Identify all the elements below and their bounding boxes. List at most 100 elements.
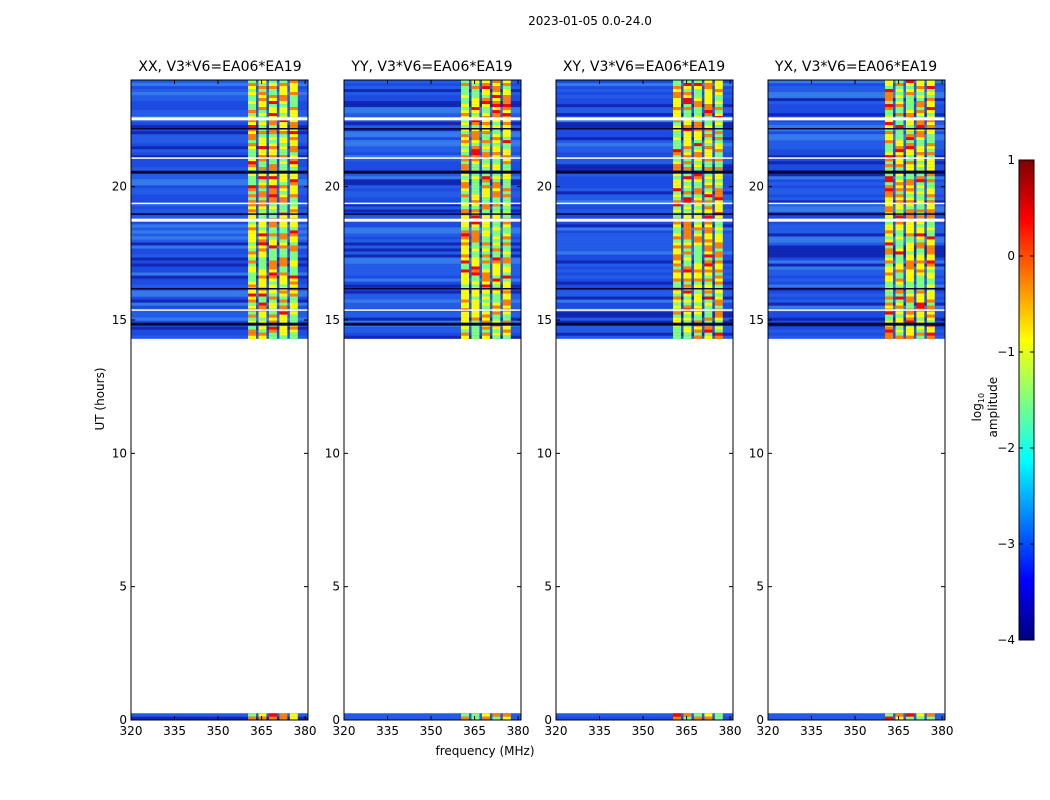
heatmap-cell bbox=[714, 194, 723, 198]
heatmap-cell bbox=[248, 314, 257, 318]
heatmap-cell bbox=[916, 176, 925, 180]
heatmap-cell bbox=[714, 161, 723, 165]
heatmap-cell bbox=[673, 92, 682, 96]
heatmap-cell bbox=[704, 107, 713, 111]
heatmap-cell bbox=[683, 296, 692, 300]
heatmap-cell bbox=[885, 113, 894, 117]
heatmap-cell bbox=[895, 83, 904, 87]
heatmap-cell bbox=[693, 203, 702, 207]
x-tick-label: 350 bbox=[420, 724, 443, 738]
heatmap-cell bbox=[916, 119, 925, 123]
heatmap-cell bbox=[885, 227, 894, 231]
heatmap-cell bbox=[714, 158, 723, 162]
heatmap-cell bbox=[289, 80, 298, 84]
heatmap-cell bbox=[905, 122, 914, 126]
x-tick-label: 380 bbox=[931, 724, 954, 738]
heatmap-cell bbox=[916, 83, 925, 87]
heatmap-cell bbox=[885, 275, 894, 279]
heatmap-row bbox=[768, 131, 945, 135]
heatmap-cell bbox=[248, 119, 257, 123]
heatmap-cell bbox=[471, 92, 480, 96]
heatmap-cell bbox=[673, 293, 682, 297]
axes-frame bbox=[555, 79, 734, 721]
heatmap-cell bbox=[885, 128, 894, 132]
heatmap-row bbox=[344, 98, 521, 102]
heatmap-cell bbox=[471, 251, 480, 255]
heatmap-cell bbox=[714, 281, 723, 285]
heatmap-cell bbox=[916, 254, 925, 258]
heatmap-cell bbox=[885, 176, 894, 180]
heatmap-cell bbox=[895, 143, 904, 147]
heatmap-cell bbox=[461, 281, 470, 285]
heatmap-cell bbox=[248, 236, 257, 240]
heatmap-cell bbox=[279, 206, 288, 210]
heatmap-cell bbox=[905, 266, 914, 270]
heatmap-cell bbox=[693, 329, 702, 333]
heatmap-row bbox=[556, 176, 733, 180]
heatmap-row bbox=[344, 95, 521, 99]
heatmap-cell bbox=[492, 92, 501, 96]
heatmap-cell bbox=[895, 161, 904, 165]
heatmap-cell bbox=[693, 140, 702, 144]
heatmap-cell bbox=[714, 221, 723, 225]
heatmap-cell bbox=[714, 179, 723, 183]
heatmap-cell bbox=[673, 275, 682, 279]
heatmap-cell bbox=[268, 245, 277, 249]
heatmap-cell bbox=[248, 137, 257, 141]
heatmap-row bbox=[131, 197, 308, 201]
heatmap-cell bbox=[279, 320, 288, 324]
heatmap-cell bbox=[673, 320, 682, 324]
heatmap-cell bbox=[704, 275, 713, 279]
heatmap-cell bbox=[895, 254, 904, 258]
x-tick-label: 335 bbox=[588, 724, 611, 738]
heatmap-row bbox=[131, 248, 308, 252]
panel-title-xy: XY, V3*V6=EA06*EA19 bbox=[562, 59, 726, 75]
heatmap-row bbox=[768, 182, 945, 186]
heatmap-cell bbox=[279, 251, 288, 255]
heatmap-cell bbox=[248, 173, 257, 177]
heatmap-cell bbox=[248, 185, 257, 189]
heatmap-cell bbox=[693, 254, 702, 258]
heatmap-cell bbox=[289, 191, 298, 195]
heatmap-cell bbox=[471, 104, 480, 108]
heatmap-cell bbox=[481, 176, 490, 180]
heatmap-gap bbox=[768, 218, 945, 222]
heatmap-cell bbox=[704, 86, 713, 90]
heatmap-cell bbox=[905, 128, 914, 132]
heatmap-cell bbox=[885, 203, 894, 207]
heatmap-row bbox=[131, 290, 308, 294]
heatmap-cell bbox=[885, 230, 894, 234]
heatmap-cell bbox=[268, 107, 277, 111]
y-tick-label: 0 bbox=[544, 713, 552, 727]
heatmap-cell bbox=[693, 131, 702, 135]
heatmap-cell bbox=[916, 221, 925, 225]
heatmap-cell bbox=[471, 713, 480, 717]
heatmap-cell bbox=[916, 296, 925, 300]
heatmap-cell bbox=[461, 86, 470, 90]
heatmap-cell bbox=[289, 215, 298, 219]
heatmap-cell bbox=[693, 296, 702, 300]
heatmap-cell bbox=[714, 254, 723, 258]
heatmap-cell bbox=[714, 317, 723, 321]
heatmap-cell bbox=[673, 284, 682, 288]
heatmap-cell bbox=[885, 158, 894, 162]
heatmap-cell bbox=[492, 305, 501, 309]
heatmap-row bbox=[344, 191, 521, 195]
heatmap-cell bbox=[916, 95, 925, 99]
heatmap-row bbox=[344, 182, 521, 186]
heatmap-cell bbox=[279, 311, 288, 315]
heatmap-cell bbox=[502, 200, 511, 204]
heatmap-row bbox=[344, 209, 521, 213]
heatmap-cell bbox=[905, 317, 914, 321]
heatmap-cell bbox=[704, 245, 713, 249]
heatmap-cell bbox=[289, 317, 298, 321]
heatmap-cell bbox=[926, 278, 935, 282]
heatmap-row bbox=[344, 143, 521, 147]
heatmap-cell bbox=[905, 269, 914, 273]
heatmap-row bbox=[131, 155, 308, 159]
heatmap-cell bbox=[279, 299, 288, 303]
heatmap-cell bbox=[502, 185, 511, 189]
heatmap-gap bbox=[556, 202, 733, 205]
heatmap-cell bbox=[693, 311, 702, 315]
